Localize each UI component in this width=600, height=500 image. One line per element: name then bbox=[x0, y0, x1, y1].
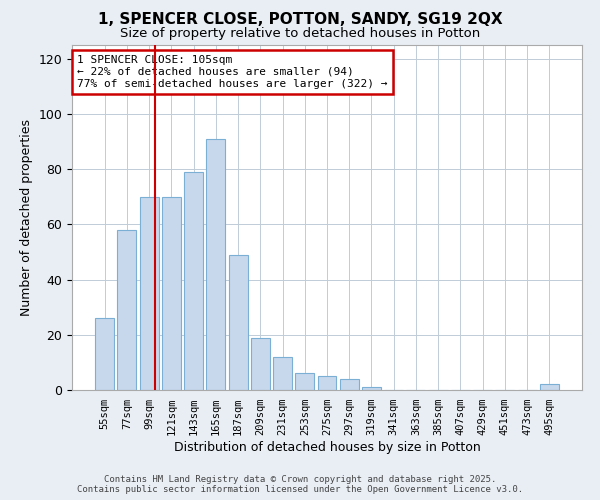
Y-axis label: Number of detached properties: Number of detached properties bbox=[20, 119, 33, 316]
X-axis label: Distribution of detached houses by size in Potton: Distribution of detached houses by size … bbox=[173, 440, 481, 454]
Bar bbox=[206, 139, 225, 390]
Text: 1 SPENCER CLOSE: 105sqm
← 22% of detached houses are smaller (94)
77% of semi-de: 1 SPENCER CLOSE: 105sqm ← 22% of detache… bbox=[77, 56, 388, 88]
Bar bbox=[162, 197, 181, 390]
Bar bbox=[362, 387, 381, 390]
Bar bbox=[140, 197, 158, 390]
Bar bbox=[540, 384, 559, 390]
Bar bbox=[95, 318, 114, 390]
Bar bbox=[184, 172, 203, 390]
Bar bbox=[295, 374, 314, 390]
Text: Contains HM Land Registry data © Crown copyright and database right 2025.
Contai: Contains HM Land Registry data © Crown c… bbox=[77, 474, 523, 494]
Bar bbox=[251, 338, 270, 390]
Bar bbox=[118, 230, 136, 390]
Text: 1, SPENCER CLOSE, POTTON, SANDY, SG19 2QX: 1, SPENCER CLOSE, POTTON, SANDY, SG19 2Q… bbox=[98, 12, 502, 28]
Text: Size of property relative to detached houses in Potton: Size of property relative to detached ho… bbox=[120, 28, 480, 40]
Bar bbox=[273, 357, 292, 390]
Bar bbox=[229, 255, 248, 390]
Bar bbox=[317, 376, 337, 390]
Bar bbox=[340, 379, 359, 390]
